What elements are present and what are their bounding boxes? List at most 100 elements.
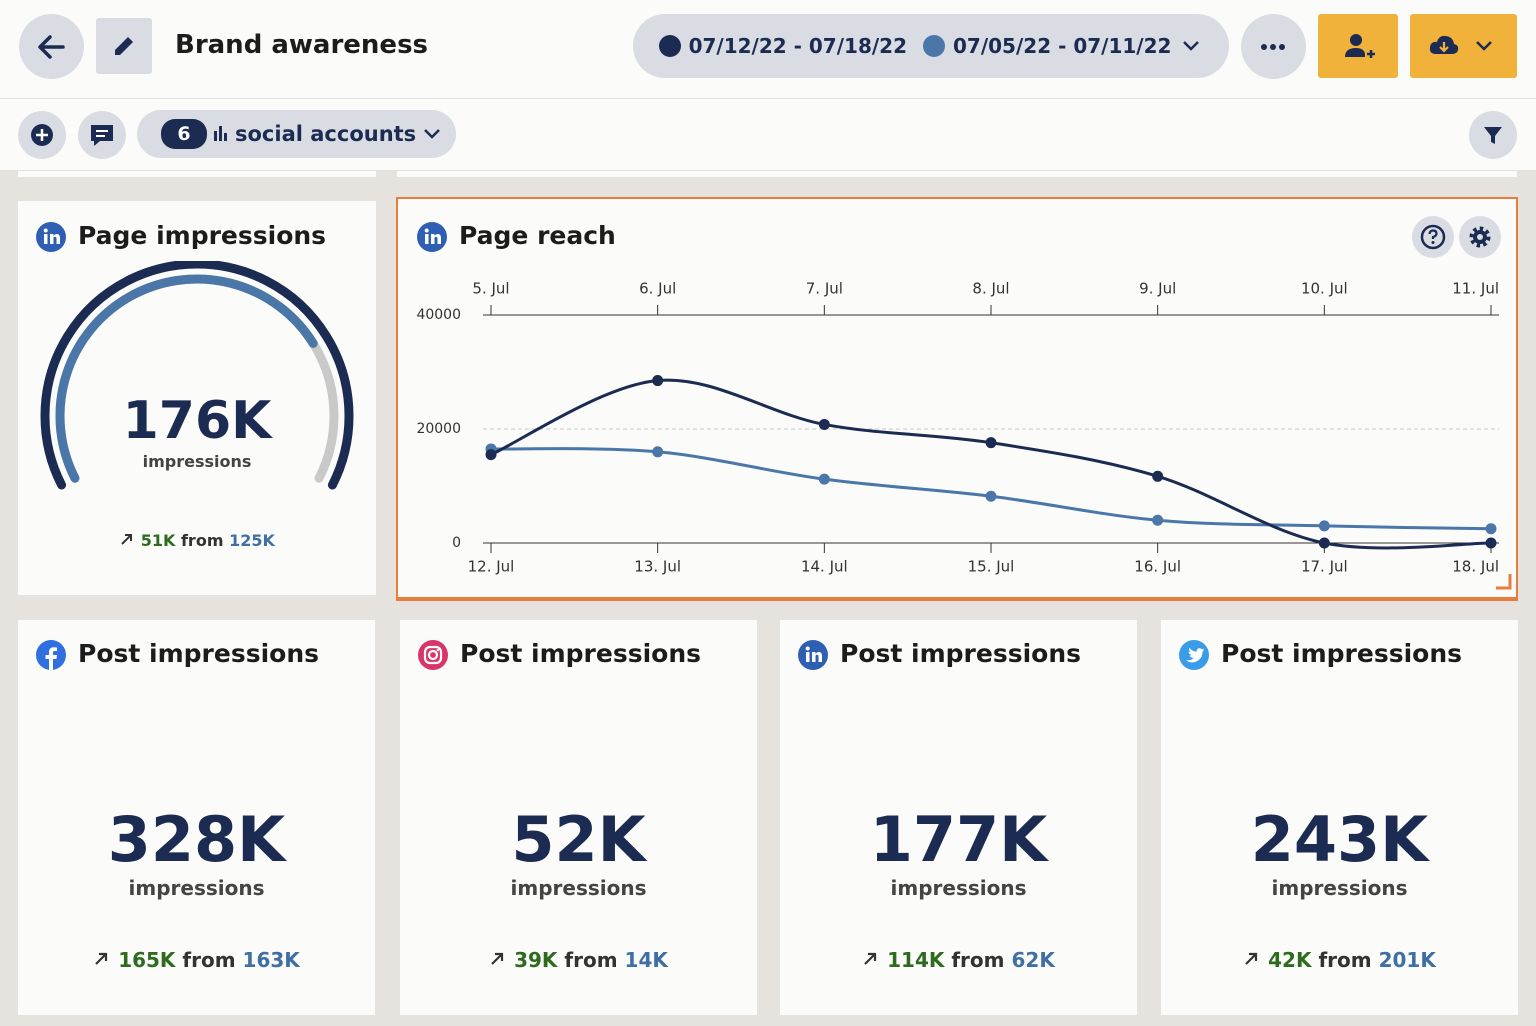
- card-title: Post impressions: [78, 639, 320, 668]
- date-range-current: 07/12/22 - 07/18/22: [688, 34, 907, 58]
- change-value: 114K: [887, 948, 945, 972]
- add-button[interactable]: [18, 111, 66, 159]
- gauge-arc: [40, 261, 354, 490]
- kpi-value: 328K: [107, 803, 286, 876]
- card-title: Post impressions: [840, 639, 1082, 668]
- share-icon: [1345, 34, 1375, 58]
- line-chart: 0 20000 40000 12. Jul 5. Jul 13. Jul 6. Jul 14.…: [416, 280, 1512, 590]
- data-point: [1318, 520, 1330, 532]
- data-point: [985, 490, 997, 502]
- kpi-unit: impressions: [890, 876, 1027, 900]
- kpi-change: 165K from 163K: [18, 948, 375, 972]
- chevron: [424, 129, 441, 139]
- x2-tick-label: 9. Jul: [1139, 280, 1176, 298]
- series-line: [490, 447, 1492, 531]
- from-label: from: [182, 948, 236, 972]
- back-icon: [38, 35, 65, 59]
- linkedin-icon: [36, 222, 66, 252]
- date-range-previous: 07/05/22 - 07/11/22: [953, 34, 1172, 58]
- data-point: [652, 375, 664, 387]
- kpi-change: 51K from 125K: [18, 531, 376, 550]
- date-range-picker[interactable]: 07/12/22 - 07/18/22 07/05/22 - 07/11/22: [633, 14, 1229, 78]
- y-tick-label: 40000: [416, 307, 461, 323]
- comment-icon: [91, 125, 113, 146]
- previous-value: 163K: [242, 948, 300, 972]
- data-point: [1485, 523, 1497, 535]
- report-title: Brand awareness: [175, 30, 429, 60]
- x-tick-label: 17. Jul: [1301, 558, 1348, 576]
- data-point: [1152, 470, 1164, 482]
- twitter-icon: [1179, 640, 1209, 670]
- x-tick-label: 18. Jul: [1452, 558, 1499, 576]
- y-tick-label: 20000: [416, 421, 461, 437]
- x2-tick-label: 11. Jul: [1452, 280, 1499, 298]
- gauge: [40, 261, 354, 490]
- x-tick-label: 12. Jul: [468, 558, 515, 576]
- from-label: from: [180, 531, 224, 550]
- filter-icon: [1484, 127, 1502, 144]
- chevron: [1183, 41, 1200, 51]
- kpi-change: 114K from 62K: [780, 948, 1137, 972]
- x2-tick-label: 5. Jul: [472, 280, 509, 298]
- help-icon: [1420, 224, 1446, 250]
- card-title: Page impressions: [78, 221, 327, 250]
- series-line: [490, 378, 1492, 550]
- kpi-unit: impressions: [128, 876, 265, 900]
- x2-tick-label: 10. Jul: [1301, 280, 1348, 298]
- change-value: 39K: [514, 948, 558, 972]
- instagram-icon: [418, 640, 448, 670]
- card-title: Post impressions: [1221, 639, 1463, 668]
- kpi-value: 243K: [1250, 803, 1429, 876]
- kpi-value: 52K: [511, 803, 646, 876]
- card-edge: [397, 171, 1517, 177]
- settings-icon: [1469, 226, 1491, 248]
- data-point: [985, 437, 997, 449]
- data-point: [1485, 537, 1497, 549]
- bars-icon: [214, 126, 227, 141]
- x-tick-label: 16. Jul: [1134, 558, 1181, 576]
- account-count: 6: [161, 119, 207, 149]
- share-button[interactable]: [1318, 14, 1398, 78]
- filter-button[interactable]: [1469, 111, 1517, 159]
- comment-button[interactable]: [78, 111, 126, 159]
- chart-title: Page reach: [459, 221, 616, 250]
- x-tick-label: 13. Jul: [634, 558, 681, 576]
- post-impressions-card: Post impressions 177K impressions 114K fro…: [780, 620, 1137, 1015]
- previous-value: 201K: [1378, 948, 1436, 972]
- kpi-unit: impressions: [510, 876, 647, 900]
- add-icon: [31, 124, 53, 146]
- download-button[interactable]: [1410, 14, 1517, 78]
- x2-tick-label: 7. Jul: [806, 280, 843, 298]
- legend-swatch: [658, 35, 681, 57]
- post-impressions-card: Post impressions 243K impressions 42K from…: [1161, 620, 1518, 1015]
- linkedin-icon: [798, 640, 828, 670]
- change-value: 51K: [140, 531, 176, 550]
- from-label: from: [1318, 948, 1372, 972]
- edit-button[interactable]: [96, 18, 152, 74]
- accounts-filter[interactable]: 6 social accounts: [137, 110, 456, 158]
- change-value: 42K: [1268, 948, 1312, 972]
- kpi-unit: impressions: [142, 452, 252, 471]
- x-tick-label: 14. Jul: [801, 558, 848, 576]
- more-icon: [1261, 44, 1285, 50]
- trend-icon: [864, 952, 877, 965]
- back-button[interactable]: [19, 14, 84, 79]
- x2-tick-label: 6. Jul: [639, 280, 676, 298]
- gauge-fill: [55, 274, 318, 483]
- card-title: Post impressions: [460, 639, 702, 668]
- trend-icon: [121, 534, 133, 545]
- help-button[interactable]: [1412, 216, 1454, 258]
- facebook-icon: [36, 640, 66, 670]
- y-tick-label: 0: [452, 535, 461, 551]
- kpi-value: 177K: [869, 803, 1048, 876]
- previous-value: 14K: [624, 948, 668, 972]
- linkedin-icon: [417, 222, 447, 252]
- resize-handle: [1496, 574, 1512, 590]
- data-point: [1318, 537, 1330, 549]
- card-edge: [18, 171, 376, 177]
- more-button[interactable]: [1241, 14, 1306, 79]
- settings-button[interactable]: [1459, 216, 1501, 258]
- data-point: [1152, 514, 1164, 526]
- data-point: [652, 446, 664, 458]
